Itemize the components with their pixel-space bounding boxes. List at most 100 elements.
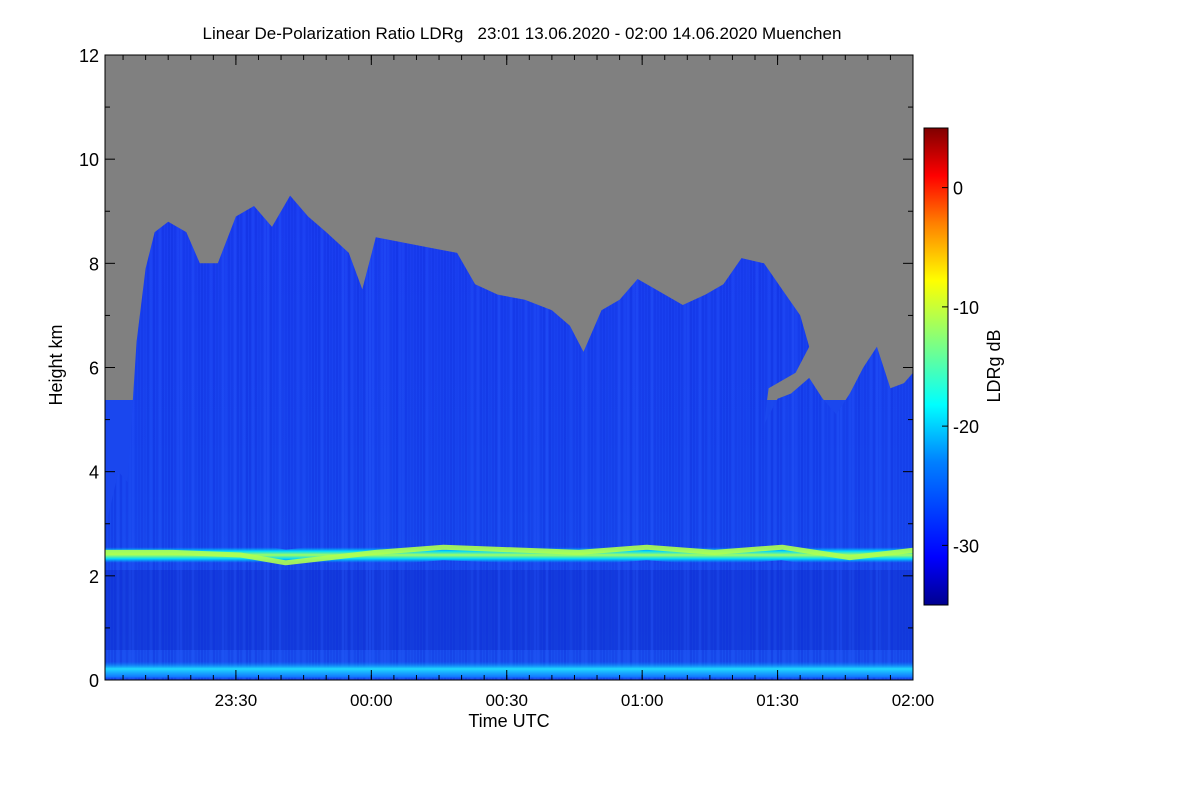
streak	[687, 195, 689, 680]
streak	[168, 195, 170, 680]
streak	[879, 195, 881, 680]
streak	[888, 195, 890, 680]
streak	[528, 195, 530, 680]
streak	[753, 195, 755, 680]
y-tick-label: 8	[89, 254, 99, 274]
aerosol-layer-core	[105, 544, 913, 566]
streak	[171, 195, 173, 680]
streak	[543, 195, 545, 680]
streak	[381, 195, 383, 680]
streak	[387, 195, 389, 680]
streak	[516, 195, 518, 680]
y-axis-label: Height km	[46, 324, 66, 405]
streak	[777, 195, 779, 680]
streak	[135, 195, 137, 680]
streak	[807, 195, 809, 680]
streak	[903, 195, 905, 680]
streak	[546, 195, 548, 680]
streak	[645, 195, 647, 680]
streak	[414, 195, 416, 680]
colorbar-label: LDRg dB	[984, 329, 1004, 402]
streak	[837, 195, 839, 680]
streak	[393, 195, 395, 680]
streak	[567, 195, 569, 680]
streak	[519, 195, 521, 680]
streak	[540, 195, 542, 680]
streak	[459, 195, 461, 680]
streak	[507, 195, 509, 680]
streak	[885, 195, 887, 680]
streak	[333, 195, 335, 680]
streak	[366, 195, 368, 680]
streak	[840, 195, 842, 680]
streak	[417, 195, 419, 680]
streak	[228, 195, 230, 680]
streak	[669, 195, 671, 680]
streak	[357, 195, 359, 680]
streak	[159, 195, 161, 680]
streak	[462, 195, 464, 680]
colorbar-tick-label: -10	[953, 298, 979, 318]
streak	[249, 195, 251, 680]
streak	[831, 195, 833, 680]
streak	[423, 195, 425, 680]
streak	[819, 195, 821, 680]
streak	[570, 195, 572, 680]
streak	[402, 195, 404, 680]
streak	[699, 195, 701, 680]
streak	[678, 195, 680, 680]
streak	[474, 195, 476, 680]
streak	[354, 195, 356, 680]
streak	[396, 195, 398, 680]
streak	[816, 195, 818, 680]
streak	[864, 195, 866, 680]
streak	[420, 195, 422, 680]
streak	[363, 195, 365, 680]
streak	[144, 195, 146, 680]
streak	[156, 195, 158, 680]
streak	[675, 195, 677, 680]
streak	[477, 195, 479, 680]
streak	[150, 195, 152, 680]
x-tick-label: 01:30	[756, 691, 799, 710]
streak	[261, 195, 263, 680]
streak	[735, 195, 737, 680]
streak	[627, 195, 629, 680]
streak	[345, 195, 347, 680]
streak	[660, 195, 662, 680]
streak	[273, 195, 275, 680]
streak	[657, 195, 659, 680]
colorbar-tick-label: 0	[953, 179, 963, 199]
streak	[183, 195, 185, 680]
y-tick-label: 12	[79, 46, 99, 66]
streak	[579, 195, 581, 680]
streak	[717, 195, 719, 680]
streak	[141, 195, 143, 680]
streak	[321, 195, 323, 680]
streak	[708, 195, 710, 680]
streak	[282, 195, 284, 680]
streak	[312, 195, 314, 680]
streak	[762, 195, 764, 680]
streak	[351, 195, 353, 680]
streak	[828, 195, 830, 680]
streak	[483, 195, 485, 680]
streak	[432, 195, 434, 680]
streak	[852, 195, 854, 680]
streak	[186, 195, 188, 680]
streak	[189, 195, 191, 680]
streak	[153, 195, 155, 680]
streak	[426, 195, 428, 680]
streak	[471, 195, 473, 680]
streak	[408, 195, 410, 680]
streak	[636, 195, 638, 680]
streak	[231, 195, 233, 680]
streak	[873, 195, 875, 680]
colorbar: 0 -10 -20 -30 LDRg dB	[923, 127, 1004, 606]
streak	[639, 195, 641, 680]
x-tick-label: 00:00	[350, 691, 393, 710]
streak	[861, 195, 863, 680]
streak	[789, 195, 791, 680]
streak	[411, 195, 413, 680]
streak	[756, 195, 758, 680]
